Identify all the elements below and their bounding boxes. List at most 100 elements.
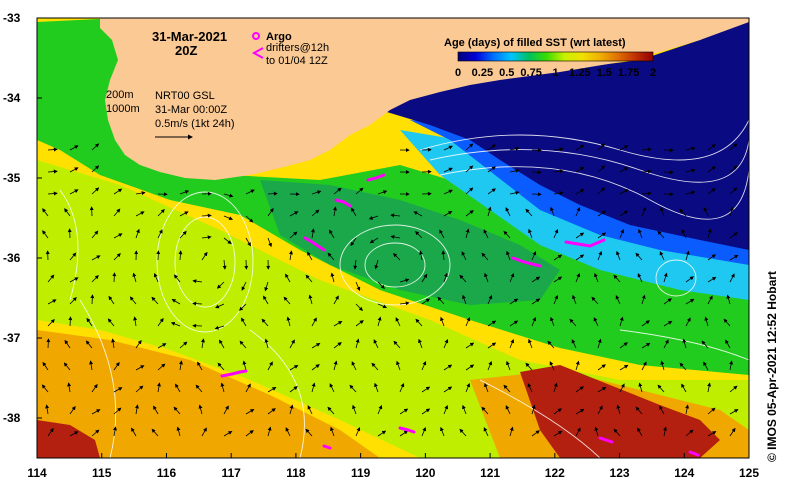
lon-tick-label: 119 [351, 466, 371, 480]
velocity-arrow [135, 339, 142, 349]
velocity-arrow [113, 387, 123, 393]
velocity-arrow [487, 360, 493, 371]
velocity-arrow [267, 386, 277, 393]
velocity-arrow [484, 272, 489, 283]
velocity-arrow [223, 405, 229, 415]
velocity-arrow [531, 316, 537, 327]
velocity-arrow [597, 250, 603, 261]
velocity-arrow [112, 426, 117, 437]
velocity-arrow [597, 338, 602, 349]
velocity-arrow [421, 360, 427, 371]
velocity-arrow [399, 382, 405, 393]
velocity-arrow [572, 294, 577, 305]
velocity-scale-label: 0.5m/s (1kt 24h) [155, 118, 234, 130]
velocity-arrow [377, 316, 382, 327]
velocity-arrow [729, 165, 738, 173]
velocity-arrow [440, 316, 445, 327]
velocity-arrow [69, 431, 79, 437]
velocity-arrow [289, 211, 299, 217]
velocity-arrow [415, 231, 423, 239]
velocity-arrow [729, 385, 738, 393]
velocity-arrow [197, 361, 203, 371]
velocity-arrow [729, 206, 734, 217]
velocity-arrow [660, 206, 665, 217]
velocity-arrow [531, 276, 541, 283]
colorbar-tick-label: 0.5 [499, 67, 514, 79]
velocity-arrow [223, 193, 234, 198]
isobath-labels: 200m 1000m [106, 89, 140, 115]
velocity-arrow [42, 361, 49, 371]
velocity-arrow [349, 384, 357, 393]
argo-marker-icon [252, 32, 260, 40]
velocity-arrow [261, 318, 269, 327]
velocity-arrow [528, 338, 533, 349]
hour-label: 20Z [175, 43, 197, 58]
velocity-arrow [135, 191, 146, 196]
velocity-arrow [133, 316, 138, 327]
velocity-arrow [685, 190, 696, 195]
velocity-arrow [594, 426, 599, 437]
velocity-arrow [69, 189, 79, 195]
velocity-arrow [333, 360, 338, 371]
colorbar-ticks: 0 0.25 0.5 0.75 1 1.25 1.5 1.75 2 [455, 67, 656, 79]
velocity-arrow [509, 272, 515, 283]
velocity-arrow [685, 298, 695, 305]
velocity-arrow [289, 231, 298, 239]
velocity-arrow [153, 272, 159, 283]
velocity-arrow [619, 167, 629, 173]
velocity-arrow [112, 272, 117, 283]
velocity-arrow [156, 382, 161, 393]
velocity-arrow [575, 144, 585, 151]
velocity-arrow [487, 144, 496, 151]
velocity-arrow [659, 405, 665, 415]
velocity-arrow [157, 229, 163, 239]
velocity-arrow [47, 147, 58, 152]
velocity-arrow [421, 298, 431, 305]
velocity-arrow [681, 383, 687, 393]
velocity-arrow [575, 166, 585, 173]
velocity-arrow [179, 211, 189, 217]
velocity-arrow [619, 316, 624, 327]
velocity-arrow [214, 325, 225, 330]
velocity-arrow [459, 274, 467, 283]
velocity-arrow [285, 427, 291, 437]
velocity-arrow [597, 364, 606, 371]
velocity-arrow [660, 360, 665, 371]
velocity-arrow [399, 430, 409, 437]
date-block: 31-Mar-2021 20Z [152, 29, 227, 58]
velocity-arrow [134, 404, 139, 415]
credit-label: © IMOS 05-Apr-2021 12:52 Hobart [765, 271, 779, 462]
lon-tick-label: 118 [286, 466, 306, 480]
velocity-arrow [68, 316, 73, 327]
velocity-arrow [657, 384, 665, 393]
velocity-arrow [91, 255, 101, 261]
velocity-arrow [487, 206, 492, 217]
velocity-arrow [330, 426, 335, 437]
velocity-arrow [223, 430, 233, 437]
lon-tick-label: 121 [480, 466, 500, 480]
velocity-arrow [707, 166, 716, 173]
velocity-arrow [242, 360, 247, 371]
velocity-arrow [679, 208, 687, 217]
velocity-arrow [729, 427, 736, 437]
velocity-arrow [157, 363, 166, 371]
velocity-arrow [481, 406, 489, 415]
velocity-arrow [685, 276, 694, 283]
velocity-arrow [575, 427, 581, 437]
velocity-arrow [707, 144, 716, 151]
velocity-arrow [527, 383, 533, 393]
map-panel [37, 18, 749, 458]
velocity-arrow [729, 360, 734, 371]
velocity-arrow [613, 428, 621, 437]
velocity-arrow [333, 295, 339, 305]
velocity-arrow [440, 426, 445, 437]
velocity-arrow [351, 207, 357, 217]
velocity-arrow [443, 364, 453, 371]
velocity-arrow [173, 406, 181, 415]
velocity-arrow [663, 272, 668, 283]
velocity-arrow [329, 383, 335, 393]
velocity-arrow [635, 252, 643, 261]
velocity-arrow [368, 215, 379, 220]
velocity-arrow [465, 210, 474, 217]
velocity-arrow [707, 188, 716, 195]
